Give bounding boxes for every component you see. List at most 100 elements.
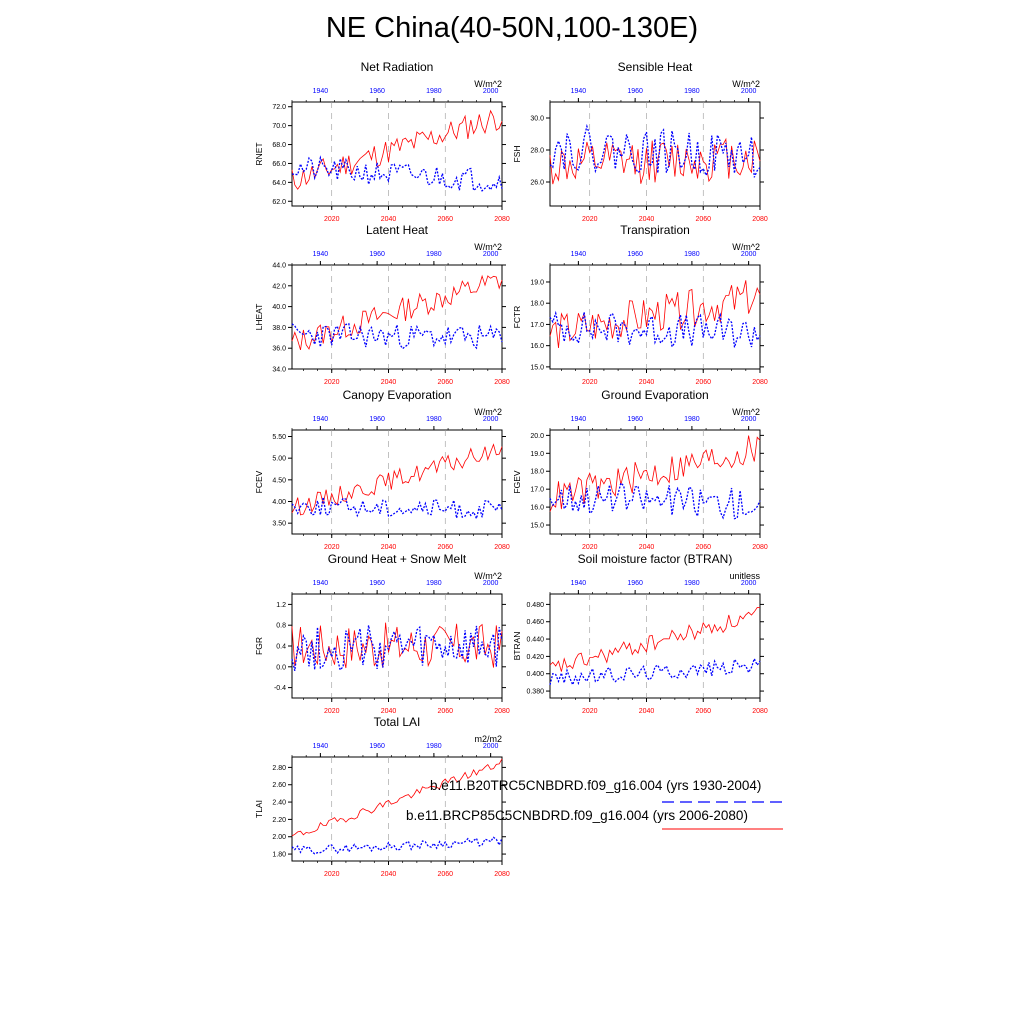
- y-tick-label: 20.0: [530, 433, 544, 440]
- chart-units: W/m^2: [474, 571, 502, 581]
- chart-title: Ground Heat + Snow Melt: [328, 552, 467, 566]
- plot-frame: [291, 429, 503, 535]
- top-tick-label: 2000: [483, 88, 499, 95]
- plot-frame: [291, 593, 503, 699]
- chart-units: W/m^2: [474, 79, 502, 89]
- chart-title: Ground Evaporation: [601, 388, 708, 402]
- chart-rnet: Net Radiation W/m^2 2020 2040 2060 2080 1940 19…: [254, 60, 510, 223]
- y-tick-label: 1.2: [276, 602, 286, 609]
- legend-historical-label: b.e11.B20TRC5CNBDRD.f09_g16.004 (yrs 193…: [430, 778, 762, 793]
- page-title: NE China(40-50N,100-130E): [325, 12, 699, 44]
- series-historical-line: [291, 625, 503, 672]
- y-tick-label: 1.80: [272, 852, 286, 859]
- bottom-tick-label: 2060: [437, 708, 453, 715]
- y-tick-label: 34.0: [272, 367, 286, 374]
- y-tick-label: 28.0: [530, 148, 544, 155]
- y-tick-label: 66.0: [272, 161, 286, 168]
- top-tick-label: 2000: [741, 88, 757, 95]
- y-tick-label: 0.400: [526, 671, 544, 678]
- top-tick-label: 2000: [741, 251, 757, 258]
- bottom-tick-label: 2020: [324, 379, 340, 386]
- chart-units: W/m^2: [732, 79, 760, 89]
- top-tick-label: 1960: [369, 416, 385, 423]
- chart-units: W/m^2: [732, 407, 760, 417]
- top-tick-label: 2000: [483, 416, 499, 423]
- bottom-tick-label: 2060: [695, 216, 711, 223]
- bottom-tick-label: 2040: [381, 379, 397, 386]
- bottom-tick-label: 2080: [752, 379, 768, 386]
- y-tick-label: 62.0: [272, 199, 286, 206]
- bottom-tick-label: 2040: [639, 544, 655, 551]
- series-historical-line: [291, 155, 503, 192]
- y-tick-label: 0.460: [526, 619, 544, 626]
- top-tick-label: 1960: [369, 88, 385, 95]
- top-tick-label: 1940: [313, 416, 329, 423]
- legend-historical-swatch: [662, 801, 783, 803]
- chart-title: Total LAI: [374, 715, 421, 729]
- y-axis-label: FGEV: [512, 470, 522, 493]
- y-tick-label: 3.50: [272, 521, 286, 528]
- y-tick-label: 5.00: [272, 456, 286, 463]
- y-tick-label: 26.0: [530, 180, 544, 187]
- top-tick-label: 1940: [313, 251, 329, 258]
- chart-lheat: Latent Heat W/m^2 2020 2040 2060 2080 1940 1960…: [254, 223, 510, 386]
- top-tick-label: 1980: [684, 580, 700, 587]
- bottom-tick-label: 2060: [695, 544, 711, 551]
- top-tick-label: 1940: [313, 743, 329, 750]
- bottom-tick-label: 2020: [582, 708, 598, 715]
- y-tick-label: 19.0: [530, 279, 544, 286]
- y-tick-label: 0.8: [276, 623, 286, 630]
- y-tick-label: 0.480: [526, 602, 544, 609]
- top-tick-label: 1960: [369, 251, 385, 258]
- top-tick-label: 1980: [426, 88, 442, 95]
- y-tick-label: 0.440: [526, 637, 544, 644]
- y-axis-label: FGR: [254, 637, 264, 655]
- chart-fgev: Ground Evaporation W/m^2 2020 2040 2060 2080 1…: [512, 388, 768, 551]
- y-tick-label: 44.0: [272, 263, 286, 270]
- legend-future-swatch: [662, 828, 783, 830]
- y-tick-label: 17.0: [530, 487, 544, 494]
- plot-frame: [291, 101, 503, 207]
- top-tick-label: 1980: [426, 416, 442, 423]
- y-tick-label: 0.380: [526, 689, 544, 696]
- y-tick-label: 72.0: [272, 104, 286, 111]
- chart-title: Latent Heat: [366, 223, 429, 237]
- plot-frame: [549, 101, 761, 207]
- y-tick-label: 2.60: [272, 782, 286, 789]
- series-historical-line: [291, 836, 503, 855]
- y-tick-label: 2.40: [272, 800, 286, 807]
- y-tick-label: 4.00: [272, 499, 286, 506]
- y-tick-label: 2.80: [272, 765, 286, 772]
- plot-frame: [291, 264, 503, 370]
- top-tick-label: 1960: [627, 416, 643, 423]
- bottom-tick-label: 2040: [381, 708, 397, 715]
- series-historical-line: [549, 123, 761, 178]
- y-axis-label: FCTR: [512, 306, 522, 329]
- top-tick-label: 1960: [627, 88, 643, 95]
- top-tick-label: 1980: [426, 743, 442, 750]
- chart-tlai: Total LAI m2/m2 2020 2040 2060 2080 1940 1960 19…: [254, 715, 510, 878]
- series-future-line: [291, 622, 503, 669]
- chart-title: Transpiration: [620, 223, 690, 237]
- chart-fsh: Sensible Heat W/m^2 2020 2040 2060 2080 1940 19…: [512, 60, 768, 223]
- top-tick-label: 1980: [684, 251, 700, 258]
- bottom-tick-label: 2020: [582, 379, 598, 386]
- chart-fgr: Ground Heat + Snow Melt W/m^2 2020 2040 2060…: [254, 552, 510, 715]
- bottom-tick-label: 2060: [437, 544, 453, 551]
- top-tick-label: 2000: [741, 580, 757, 587]
- y-tick-label: 64.0: [272, 180, 286, 187]
- top-tick-label: 1980: [684, 88, 700, 95]
- top-tick-label: 1980: [426, 251, 442, 258]
- bottom-tick-label: 2020: [324, 544, 340, 551]
- series-future-line: [549, 137, 761, 185]
- y-tick-label: 0.420: [526, 654, 544, 661]
- bottom-tick-label: 2040: [639, 379, 655, 386]
- chart-btran: Soil moisture factor (BTRAN) unitless 2020…: [512, 552, 768, 715]
- chart-units: W/m^2: [474, 242, 502, 252]
- y-tick-label: 16.0: [530, 343, 544, 350]
- y-axis-label: BTRAN: [512, 632, 522, 661]
- bottom-tick-label: 2080: [752, 708, 768, 715]
- bottom-tick-label: 2060: [437, 871, 453, 878]
- series-future-line: [291, 109, 503, 190]
- series-future-line: [291, 443, 503, 516]
